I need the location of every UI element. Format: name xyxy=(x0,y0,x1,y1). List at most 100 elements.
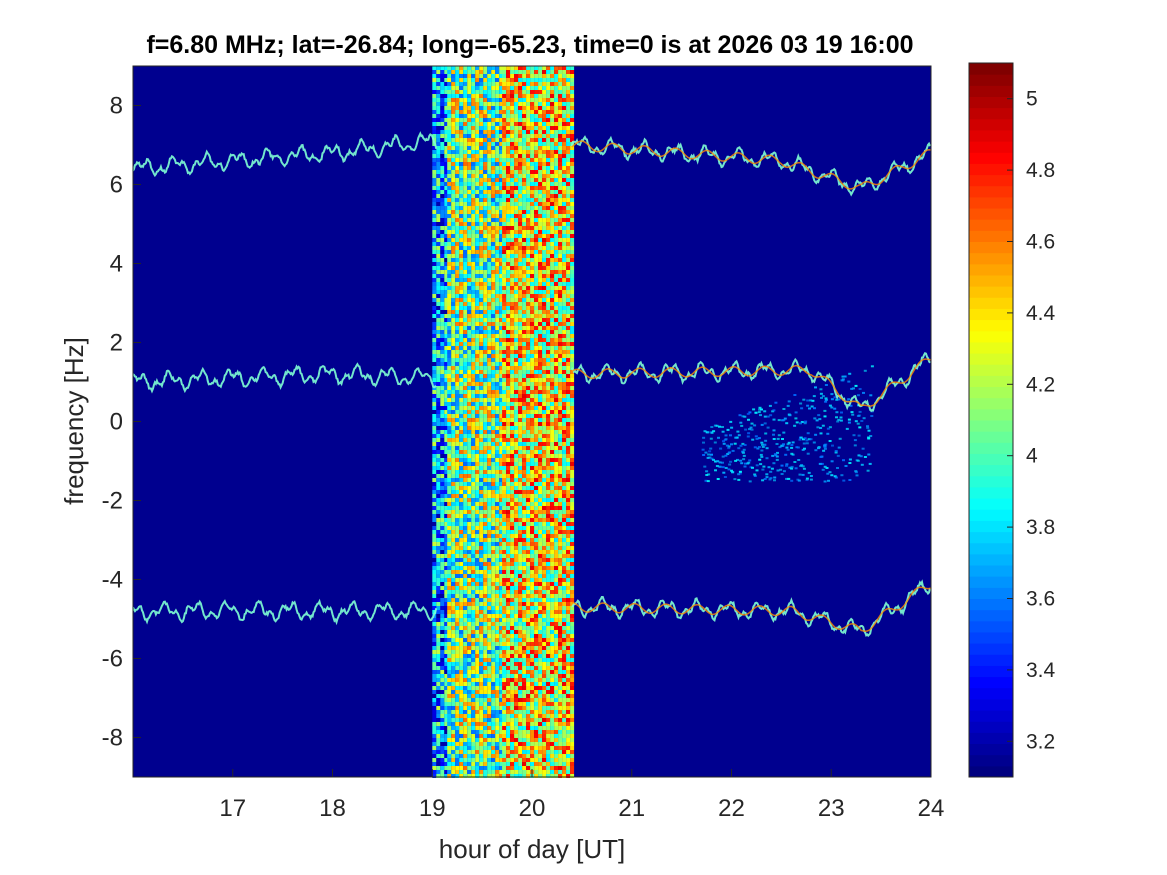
noise-band-cell xyxy=(475,698,480,702)
noise-band-cell xyxy=(444,334,449,338)
noise-band-cell xyxy=(455,414,460,418)
noise-band-cell xyxy=(432,526,437,530)
noise-band-cell xyxy=(475,262,480,266)
noise-band-cell xyxy=(530,378,535,382)
noise-band-cell xyxy=(502,370,507,374)
noise-band-cell xyxy=(440,130,445,134)
noise-band-cell xyxy=(538,102,543,106)
noise-band-cell xyxy=(475,762,480,766)
noise-band-cell xyxy=(502,174,507,178)
noise-band-cell xyxy=(526,318,531,322)
noise-band-cell xyxy=(463,142,468,146)
noise-band-cell xyxy=(436,418,441,422)
noise-band-cell xyxy=(518,702,523,706)
noise-band-cell xyxy=(538,318,543,322)
noise-band-cell xyxy=(471,398,476,402)
noise-band-cell xyxy=(432,450,437,454)
noise-band-cell xyxy=(514,326,519,330)
noise-band-cell xyxy=(534,666,539,670)
noise-band-cell xyxy=(471,506,476,510)
noise-band-cell xyxy=(514,126,519,130)
noise-band-cell xyxy=(506,750,511,754)
noise-band-cell xyxy=(455,382,460,386)
noise-band-cell xyxy=(463,78,468,82)
noise-band-cell xyxy=(514,282,519,286)
noise-band-cell xyxy=(510,754,515,758)
noise-band-cell xyxy=(463,598,468,602)
noise-band-cell xyxy=(491,474,496,478)
noise-band-cell xyxy=(538,362,543,366)
noise-band-cell xyxy=(455,286,460,290)
noise-band-cell xyxy=(495,482,500,486)
noise-band-cell xyxy=(530,562,535,566)
noise-band-cell xyxy=(467,674,472,678)
noise-band-cell xyxy=(518,198,523,202)
noise-band-cell xyxy=(483,238,488,242)
noise-band-cell xyxy=(440,294,445,298)
noise-band-cell xyxy=(534,706,539,710)
noise-band-cell xyxy=(483,146,488,150)
noise-band-cell xyxy=(475,562,480,566)
noise-band-cell xyxy=(502,510,507,514)
noise-band-cell xyxy=(506,394,511,398)
noise-band-cell xyxy=(440,154,445,158)
noise-band-cell xyxy=(487,562,492,566)
noise-band-cell xyxy=(479,766,484,770)
noise-band-cell xyxy=(459,466,464,470)
noise-band-cell xyxy=(451,530,456,534)
noise-band-cell xyxy=(467,658,472,662)
noise-band-cell xyxy=(491,330,496,334)
noise-band-cell xyxy=(436,422,441,426)
noise-band-cell xyxy=(432,182,437,186)
noise-band-cell xyxy=(451,194,456,198)
noise-band-cell xyxy=(444,754,449,758)
noise-band-cell xyxy=(479,94,484,98)
noise-band-cell xyxy=(455,378,460,382)
noise-band-cell xyxy=(451,662,456,666)
noise-band-cell xyxy=(499,618,504,622)
noise-band-cell xyxy=(467,138,472,142)
noise-band-cell xyxy=(491,642,496,646)
noise-band-cell xyxy=(483,210,488,214)
noise-band-cell xyxy=(538,286,543,290)
noise-band-cell xyxy=(483,562,488,566)
noise-band-cell xyxy=(475,102,480,106)
noise-band-cell xyxy=(514,262,519,266)
noise-band-cell xyxy=(530,490,535,494)
noise-band-cell xyxy=(455,410,460,414)
noise-band-cell xyxy=(534,626,539,630)
noise-band-cell xyxy=(526,658,531,662)
noise-band-cell xyxy=(455,562,460,566)
noise-band-cell xyxy=(447,66,452,70)
noise-band-cell xyxy=(522,310,527,314)
noise-band-cell xyxy=(436,394,441,398)
noise-band-cell xyxy=(518,570,523,574)
noise-band-cell xyxy=(506,570,511,574)
noise-band-cell xyxy=(491,298,496,302)
noise-band-cell xyxy=(459,346,464,350)
noise-band-cell xyxy=(530,742,535,746)
noise-band-cell xyxy=(459,598,464,602)
noise-band-cell xyxy=(432,374,437,378)
noise-band-cell xyxy=(471,626,476,630)
noise-band-cell xyxy=(487,554,492,558)
noise-band-cell xyxy=(510,686,515,690)
noise-band-cell xyxy=(471,590,476,594)
noise-band-cell xyxy=(499,742,504,746)
noise-band-cell xyxy=(483,262,488,266)
noise-band-cell xyxy=(467,466,472,470)
noise-band-cell xyxy=(510,690,515,694)
noise-band-cell xyxy=(475,202,480,206)
noise-band-cell xyxy=(495,550,500,554)
noise-band-cell xyxy=(514,70,519,74)
noise-band-cell xyxy=(455,318,460,322)
noise-band-cell xyxy=(483,402,488,406)
noise-band-cell xyxy=(491,526,496,530)
noise-band-cell xyxy=(463,618,468,622)
noise-band-cell xyxy=(491,634,496,638)
noise-band-cell xyxy=(510,626,515,630)
noise-band-cell xyxy=(538,594,543,598)
noise-band-cell xyxy=(499,686,504,690)
noise-band-cell xyxy=(471,690,476,694)
noise-band-cell xyxy=(471,250,476,254)
